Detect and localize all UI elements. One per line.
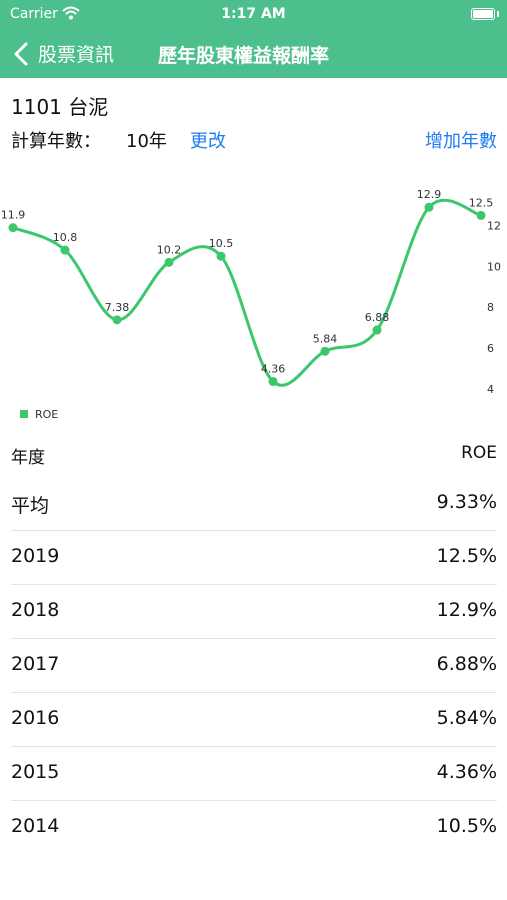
- chevron-left-icon: [14, 42, 28, 65]
- roe-data-point: [216, 251, 226, 261]
- roe-data-label: 10.5: [209, 237, 234, 250]
- row-year: 2016: [11, 707, 60, 729]
- y-tick-label: 8: [487, 301, 494, 314]
- row-year: 2017: [11, 653, 60, 675]
- y-tick-label: 4: [487, 383, 494, 396]
- roe-data-label: 12.5: [469, 196, 494, 209]
- roe-data-point: [8, 223, 18, 233]
- roe-data-label: 10.8: [53, 231, 78, 244]
- roe-data-point: [60, 245, 70, 255]
- y-tick-label: 6: [487, 342, 494, 355]
- row-year: 2014: [11, 815, 60, 837]
- roe-data-point: [320, 346, 330, 356]
- column-header-year: 年度: [11, 448, 45, 468]
- roe-table: 平均 9.33% 2019 12.5% 2018 12.9% 2017 6.88% 20…: [0, 477, 507, 854]
- roe-data-point: [424, 202, 434, 212]
- row-roe: 6.88%: [436, 653, 497, 675]
- calc-years-label: 計算年數：: [11, 131, 101, 152]
- row-roe: 10.5%: [436, 815, 497, 837]
- roe-chart: 11.9 10.8 7.38 10.2 10.5 4.36 5.84 6.88 12.9 12.5…: [1, 188, 501, 421]
- y-tick-label: 10: [487, 260, 501, 273]
- table-row: 2014 10.5%: [11, 801, 497, 854]
- roe-data-label: 5.84: [313, 332, 338, 345]
- roe-data-label: 10.2: [157, 243, 182, 256]
- table-row: 2015 4.36%: [11, 747, 497, 801]
- roe-data-point: [112, 315, 122, 325]
- table-row: 2018 12.9%: [11, 585, 497, 639]
- column-header-roe: ROE: [461, 443, 497, 463]
- stock-name: 1101 台泥: [11, 95, 109, 119]
- add-years-link[interactable]: 增加年數: [425, 131, 497, 152]
- battery-icon: [471, 8, 499, 20]
- wifi-icon: [62, 6, 80, 24]
- row-roe: 12.5%: [436, 545, 497, 567]
- navigation-bar: 股票資訊 歷年股東權益報酬率: [0, 28, 507, 78]
- calc-years-row: 計算年數： 10年 更改 增加年數: [11, 127, 497, 153]
- roe-data-label: 6.88: [365, 311, 390, 324]
- row-roe: 9.33%: [436, 491, 497, 513]
- table-row: 平均 9.33%: [11, 477, 497, 531]
- row-roe: 12.9%: [436, 599, 497, 621]
- row-year: 2019: [11, 545, 60, 567]
- table-row: 2019 12.5%: [11, 531, 497, 585]
- roe-data-label: 12.9: [417, 188, 442, 201]
- legend-swatch: [20, 410, 28, 418]
- roe-series-line: [12, 198, 482, 387]
- roe-data-point: [268, 376, 278, 386]
- roe-data-label: 11.9: [1, 209, 26, 222]
- roe-data-point: [164, 257, 174, 267]
- status-bar: Carrier 1:17 AM: [0, 0, 507, 28]
- status-time: 1:17 AM: [221, 6, 286, 22]
- row-year: 平均: [11, 495, 50, 517]
- roe-data-point: [372, 325, 382, 335]
- carrier-label: Carrier: [10, 6, 58, 22]
- table-row: 2016 5.84%: [11, 693, 497, 747]
- row-roe: 4.36%: [436, 761, 497, 783]
- roe-data-label: 7.38: [105, 301, 130, 314]
- roe-data-label: 4.36: [261, 362, 286, 375]
- table-row: 2017 6.88%: [11, 639, 497, 693]
- y-tick-label: 12: [487, 220, 501, 233]
- roe-data-point: [476, 210, 486, 220]
- page-title: 歷年股東權益報酬率: [158, 45, 330, 67]
- row-year: 2018: [11, 599, 60, 621]
- back-button[interactable]: 股票資訊: [12, 40, 114, 67]
- legend-label: ROE: [35, 408, 58, 421]
- back-button-label: 股票資訊: [38, 44, 115, 66]
- row-roe: 5.84%: [436, 707, 497, 729]
- calc-years-value: 10年: [126, 131, 167, 152]
- change-years-link[interactable]: 更改: [190, 131, 226, 152]
- row-year: 2015: [11, 761, 60, 783]
